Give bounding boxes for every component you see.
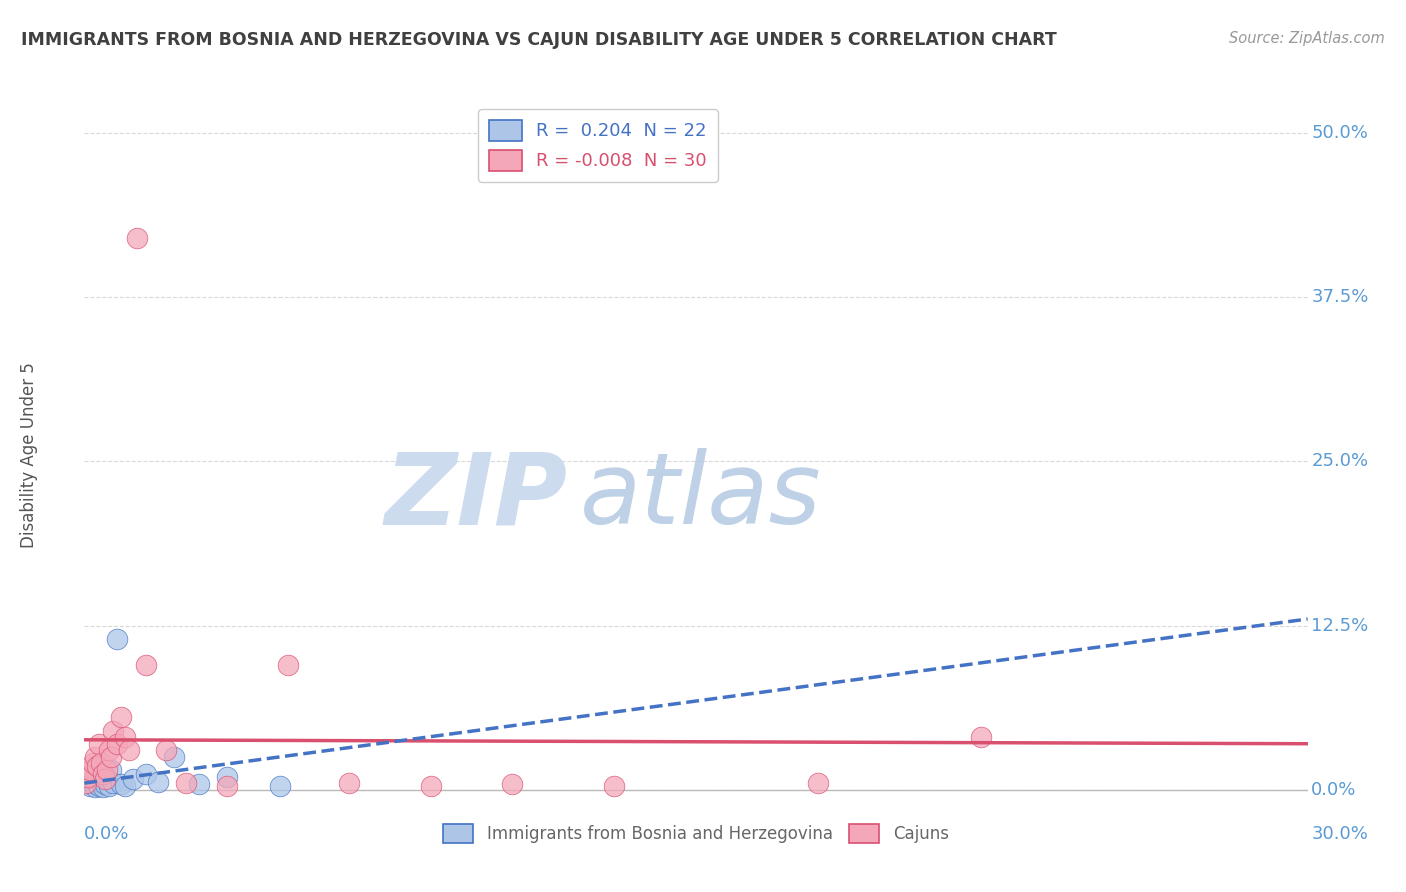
Point (82, 756, 104, 771)
Text: 37.5%: 37.5% (1312, 288, 1368, 306)
Point (217, 779, 239, 793)
Point (105, 632, 128, 646)
Point (110, 710, 132, 724)
Text: Disability Age Under 5: Disability Age Under 5 (20, 362, 38, 548)
Point (146, 774, 169, 789)
Point (83, 749, 105, 764)
Point (93, 772, 115, 787)
Point (82, 776, 104, 790)
Point (77, 770, 100, 784)
Text: atlas: atlas (579, 448, 821, 545)
Point (90, 774, 112, 789)
Point (97, 779, 120, 793)
Text: Source: ZipAtlas.com: Source: ZipAtlas.com (1229, 31, 1385, 46)
Point (127, 231, 149, 245)
Point (100, 763, 122, 777)
Text: 25.0%: 25.0% (1312, 452, 1368, 470)
Point (114, 730, 136, 744)
Point (101, 723, 124, 738)
Point (135, 657, 157, 672)
Point (87, 737, 110, 751)
Point (83, 780, 105, 794)
Point (86, 759, 108, 773)
Point (122, 772, 145, 787)
Point (277, 657, 299, 672)
Text: 0.0%: 0.0% (84, 825, 129, 843)
Point (187, 777, 209, 791)
Point (96, 763, 118, 777)
Point (118, 743, 141, 757)
Text: 12.5%: 12.5% (1312, 616, 1368, 634)
Point (96, 770, 118, 784)
Text: 50.0%: 50.0% (1312, 124, 1368, 143)
Point (86, 777, 108, 791)
Point (339, 776, 361, 790)
Legend: Immigrants from Bosnia and Herzegovina, Cajuns: Immigrants from Bosnia and Herzegovina, … (437, 818, 955, 850)
Point (100, 749, 122, 764)
Point (101, 776, 124, 790)
Point (97, 743, 120, 757)
Point (420, 779, 443, 793)
Text: ZIP: ZIP (384, 448, 568, 545)
Point (79, 763, 101, 777)
Point (163, 749, 186, 764)
Point (110, 777, 132, 791)
Text: 0.0%: 0.0% (1312, 780, 1357, 798)
Text: 30.0%: 30.0% (1312, 825, 1368, 843)
Point (217, 770, 239, 784)
Point (114, 779, 136, 793)
Point (603, 779, 626, 793)
Point (87, 779, 110, 793)
Point (269, 779, 291, 793)
Point (75, 776, 97, 790)
Point (90, 756, 112, 771)
Text: IMMIGRANTS FROM BOSNIA AND HERZEGOVINA VS CAJUN DISABILITY AGE UNDER 5 CORRELATI: IMMIGRANTS FROM BOSNIA AND HERZEGOVINA V… (21, 31, 1057, 49)
Point (502, 777, 524, 791)
Point (105, 737, 128, 751)
Point (79, 779, 101, 793)
Point (155, 743, 177, 757)
Point (91, 780, 114, 794)
Point (970, 730, 993, 744)
Point (91, 767, 114, 781)
Point (174, 776, 197, 790)
Point (807, 776, 830, 790)
Point (135, 767, 157, 781)
Point (93, 777, 115, 791)
